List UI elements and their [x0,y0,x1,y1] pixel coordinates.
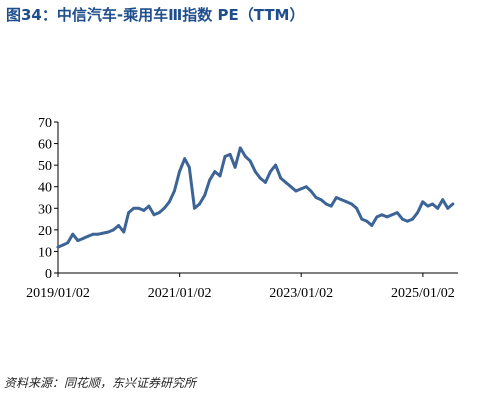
data-point [127,211,130,215]
source-note: 资料来源：同花顺，东兴证券研究所 [4,376,197,390]
data-point [314,196,318,199]
data-point [172,189,176,193]
data-point [375,215,379,219]
data-point [421,200,425,204]
data-point [112,228,115,232]
data-point [264,181,267,184]
data-point [451,202,455,206]
data-point [294,189,298,193]
data-point [360,217,364,221]
data-point [142,209,146,212]
data-point [446,206,450,210]
data-point [401,217,404,221]
data-point [198,202,201,206]
data-point [86,234,90,238]
data-point [274,163,277,167]
y-tick-label: 70 [38,116,52,131]
data-point [390,213,394,217]
data-point [248,159,252,163]
data-point [56,245,60,249]
data-point [426,204,430,208]
data-point [167,200,171,204]
data-point [279,176,283,180]
data-point [253,170,257,174]
data-point [345,200,348,204]
data-point [101,231,105,235]
data-point [340,198,343,202]
data-point [238,146,242,150]
chart-title: 图34：中信汽车-乘用车Ⅲ指数 PE（TTM） [6,6,305,24]
y-tick-label: 30 [38,202,52,217]
data-point [71,232,75,236]
series-line [56,146,455,249]
y-tick-label: 40 [38,181,52,196]
data-point [147,204,151,208]
data-point [411,217,414,221]
data-point [213,170,217,174]
data-point [299,187,303,191]
data-point [157,211,161,215]
data-point [162,206,166,210]
data-point [228,152,232,156]
data-point [309,189,313,193]
data-point [61,243,65,247]
data-point [319,198,323,202]
data-point [441,198,445,202]
data-point [304,185,308,189]
plot-area [56,146,455,249]
data-point [436,206,440,210]
data-point [152,213,156,217]
data-point [284,181,288,184]
data-point [223,155,227,158]
data-point [416,211,419,215]
y-tick-label: 60 [38,138,52,153]
data-point [183,157,187,161]
data-point [395,211,399,215]
y-tick-label: 0 [45,267,52,282]
data-point [324,202,328,206]
x-axis: 2019/01/02 2021/01/02 2023/01/02 2025/01/02 [26,272,458,301]
data-point [269,170,272,174]
y-tick-label: 10 [38,245,52,260]
data-point [193,206,196,210]
data-point [385,215,389,219]
data-point [81,237,85,240]
data-point [208,178,212,182]
x-tick-label: 2021/01/02 [148,286,212,301]
data-point [258,176,262,180]
data-point [91,232,95,236]
data-point [244,155,247,158]
data-point [122,230,126,234]
data-point [365,219,369,223]
data-point [350,202,354,206]
data-point [405,219,409,223]
y-axis: 0 10 20 30 40 50 60 70 [38,116,59,282]
x-tick-label: 2025/01/02 [391,286,455,301]
y-tick-label: 50 [38,159,52,174]
data-point [218,174,222,178]
data-point [117,224,120,227]
data-point [132,206,136,210]
data-point [178,170,181,174]
data-point [233,165,237,169]
data-point [76,239,80,243]
data-point [380,213,384,217]
data-point [137,206,141,210]
y-tick-label: 20 [38,224,52,239]
x-tick-label: 2023/01/02 [269,286,333,301]
data-point [329,204,333,208]
data-point [289,185,293,189]
data-point [334,196,338,199]
data-point [96,232,100,236]
data-point [355,206,359,210]
data-point [431,202,434,206]
data-point [370,224,374,227]
x-tick-label: 2019/01/02 [26,286,90,301]
data-point [203,193,207,197]
data-point [187,165,191,169]
data-point [107,230,110,234]
data-point [66,241,70,245]
